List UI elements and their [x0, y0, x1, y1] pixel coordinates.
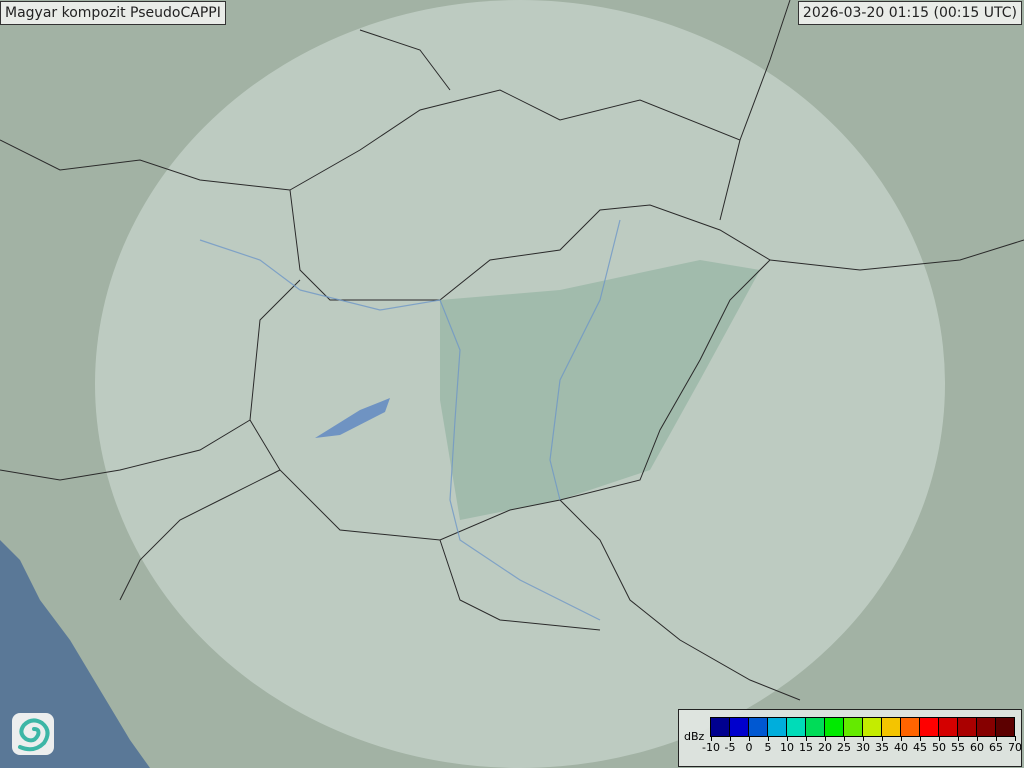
legend-tick-label: 5: [764, 741, 772, 754]
great-plain: [440, 260, 760, 520]
legend-tick: [958, 736, 959, 741]
legend-tick-label: 55: [951, 741, 965, 754]
timestamp: 2026-03-20 01:15 (00:15 UTC): [797, 1, 1022, 25]
legend-tick: [730, 736, 731, 741]
legend-tick: [977, 736, 978, 741]
legend-tick: [863, 736, 864, 741]
legend-tick-label: 65: [989, 741, 1003, 754]
legend-tick-label: 10: [780, 741, 794, 754]
legend-tick-label: -10: [702, 741, 720, 754]
color-bin: [863, 718, 882, 736]
product-title: Magyar kompozit PseudoCAPPI: [0, 1, 226, 25]
color-bin: [806, 718, 825, 736]
legend-tick-label: 60: [970, 741, 984, 754]
color-bin: [958, 718, 977, 736]
color-bin: [939, 718, 958, 736]
legend-tick: [806, 736, 807, 741]
legend-tick-label: 30: [856, 741, 870, 754]
legend-tick-label: 15: [799, 741, 813, 754]
legend-unit: dBz: [684, 730, 705, 743]
color-bin: [711, 718, 730, 736]
color-bin: [901, 718, 920, 736]
legend-tick-label: 40: [894, 741, 908, 754]
legend-tick: [825, 736, 826, 741]
legend-tick: [939, 736, 940, 741]
legend-tick-label: 25: [837, 741, 851, 754]
omsz-logo: [12, 713, 54, 755]
legend-tick-label: 35: [875, 741, 889, 754]
legend-tick: [844, 736, 845, 741]
color-bin: [882, 718, 901, 736]
color-bin: [920, 718, 939, 736]
lake-balaton: [315, 398, 390, 438]
color-bin: [996, 718, 1014, 736]
legend-tick-label: 45: [913, 741, 927, 754]
dbz-legend: dBz -10 -5 0 5 10 15 20 25 30 35 40 45 50 55 60 65 70: [678, 709, 1022, 767]
legend-tick: [787, 736, 788, 741]
country-borders: [0, 0, 1024, 701]
adriatic-sea: [0, 540, 150, 768]
color-bin: [730, 718, 749, 736]
legend-tick-label: 50: [932, 741, 946, 754]
legend-tick: [749, 736, 750, 741]
legend-tick-label: 70: [1008, 741, 1022, 754]
rivers: [199, 219, 621, 621]
legend-tick: [882, 736, 883, 741]
legend-tick-label: -5: [724, 741, 736, 754]
color-bin: [749, 718, 768, 736]
legend-tick-label: 20: [818, 741, 832, 754]
color-bin: [768, 718, 787, 736]
legend-tick: [901, 736, 902, 741]
color-bin: [825, 718, 844, 736]
color-scale: [710, 717, 1015, 737]
legend-tick: [768, 736, 769, 741]
legend-tick: [996, 736, 997, 741]
legend-tick: [1015, 736, 1016, 741]
legend-tick: [920, 736, 921, 741]
color-bin: [844, 718, 863, 736]
legend-tick: [711, 736, 712, 741]
color-bin: [787, 718, 806, 736]
color-bin: [977, 718, 996, 736]
swirl-logo-icon: [18, 718, 50, 752]
legend-tick-label: 0: [745, 741, 753, 754]
